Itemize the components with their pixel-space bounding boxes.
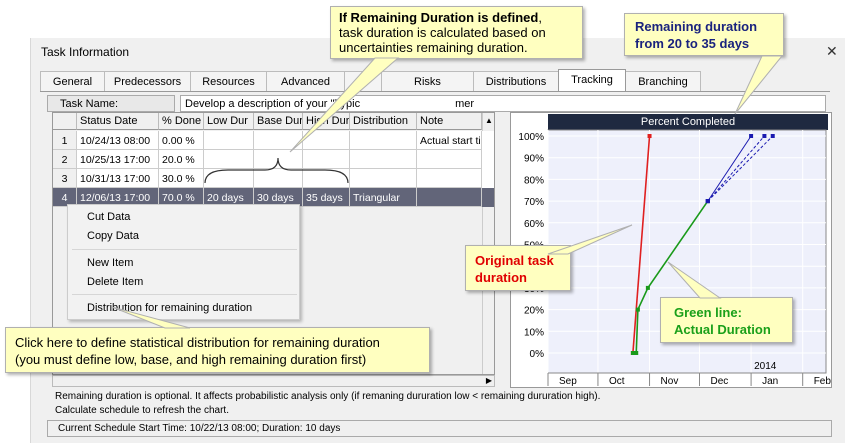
callout-green-line: Green line: Actual Duration <box>660 297 793 343</box>
series-line <box>707 135 752 202</box>
series-line <box>707 135 774 202</box>
col-header-status-date[interactable]: Status Date <box>77 113 159 130</box>
context-menu: Cut Data Copy Data New Item Delete Item … <box>67 204 300 320</box>
tab-tracking[interactable]: Tracking <box>558 69 626 91</box>
chart-title: Percent Completed <box>548 114 828 130</box>
tab-predecessors[interactable]: Predecessors <box>104 71 191 91</box>
grid-horizontal-scrollbar[interactable]: ▶ <box>52 375 495 387</box>
callout-original-line2: duration <box>475 270 527 285</box>
col-header-done[interactable]: % Done <box>159 113 204 130</box>
tab-divider <box>40 91 830 92</box>
table-row-selected[interactable]: 4 12/06/13 17:00 70.0 % 20 days 30 days … <box>53 188 494 207</box>
row-number: 3 <box>53 169 77 188</box>
cell-note[interactable] <box>417 188 482 207</box>
scroll-up-icon[interactable]: ▲ <box>485 116 493 125</box>
series-line <box>632 135 651 354</box>
cell-distribution[interactable]: Triangular <box>350 188 417 207</box>
callout-remaining-line3: uncertainties remaining duration. <box>339 40 528 55</box>
callout-green-line1: Green line: <box>674 305 742 320</box>
data-point <box>749 134 754 138</box>
col-header-note[interactable]: Note <box>417 113 482 130</box>
menu-item-cut-data[interactable]: Cut Data <box>87 211 131 223</box>
grid-corner <box>53 113 77 130</box>
callout-remaining-line2: task duration is calculated based on <box>339 25 546 40</box>
cell-high-dur[interactable] <box>303 169 350 188</box>
cell-note[interactable] <box>417 150 482 169</box>
row-number: 4 <box>53 188 77 207</box>
cell-distribution[interactable] <box>350 150 417 169</box>
x-tick-label: Feb <box>814 376 832 387</box>
cell-status-date[interactable]: 10/31/13 17:00 <box>77 169 159 188</box>
callout-click-line1: Click here to define statistical distrib… <box>15 335 380 350</box>
caption-line-1: Remaining duration is optional. It affec… <box>55 391 601 402</box>
callout-original-line1: Original task <box>475 253 554 268</box>
data-point <box>705 199 710 204</box>
callout-range-line2: from 20 to 35 days <box>635 36 750 51</box>
callout-range: Remaining duration from 20 to 35 days <box>624 13 784 56</box>
x-tick-label: Oct <box>609 376 625 387</box>
task-name-label: Task Name: <box>47 95 175 112</box>
y-tick-label: 70% <box>524 197 544 208</box>
series-line <box>707 135 765 202</box>
y-tick-label: 20% <box>524 306 544 317</box>
data-point <box>630 351 635 355</box>
status-bar: Current Schedule Start Time: 10/22/13 08… <box>47 420 832 437</box>
cell-status-date[interactable]: 10/25/13 17:00 <box>77 150 159 169</box>
x-tick-label: Dec <box>710 376 728 387</box>
x-tick-label: Nov <box>661 376 679 387</box>
cell-note[interactable] <box>417 169 482 188</box>
callout-green-line2: Actual Duration <box>674 322 771 337</box>
data-point <box>645 285 650 290</box>
data-point <box>634 351 639 355</box>
year-label: 2014 <box>754 361 777 372</box>
cell-done[interactable]: 0.00 % <box>159 131 204 150</box>
callout-click-line2: (you must define low, base, and high rem… <box>15 352 367 367</box>
cell-done[interactable]: 30.0 % <box>159 169 204 188</box>
x-tick-label: Jan <box>762 376 778 387</box>
tab-distributions[interactable]: Distributions <box>473 71 559 91</box>
y-tick-label: 10% <box>524 327 544 338</box>
cell-distribution[interactable] <box>350 169 417 188</box>
callout-range-line1: Remaining duration <box>635 19 758 34</box>
data-point <box>647 134 652 138</box>
data-point <box>762 134 767 138</box>
menu-separator <box>72 249 297 250</box>
cell-low-dur[interactable] <box>204 131 254 150</box>
callout-click-here: Click here to define statistical distrib… <box>5 327 430 373</box>
row-number: 2 <box>53 150 77 169</box>
cell-status-date[interactable]: 10/24/13 08:00 <box>77 131 159 150</box>
y-tick-label: 60% <box>524 219 544 230</box>
dialog-title: Task Information <box>41 45 130 59</box>
cell-done[interactable]: 20.0 % <box>159 150 204 169</box>
cell-note[interactable]: Actual start time <box>417 131 482 150</box>
menu-separator <box>72 294 297 295</box>
table-row[interactable]: 3 10/31/13 17:00 30.0 % <box>53 169 494 188</box>
tab-general[interactable]: General <box>40 71 105 91</box>
caption-line-2: Calculate schedule to refresh the chart. <box>55 405 229 416</box>
menu-item-delete-item[interactable]: Delete Item <box>87 276 144 288</box>
scroll-right-icon[interactable]: ▶ <box>485 376 492 385</box>
data-point <box>635 307 640 312</box>
y-tick-label: 80% <box>524 175 544 186</box>
callout-original-duration: Original task duration <box>465 245 571 291</box>
y-tick-label: 0% <box>530 349 545 360</box>
x-tick-label: Sep <box>559 376 577 387</box>
y-tick-label: 100% <box>518 132 544 143</box>
menu-item-new-item[interactable]: New Item <box>87 257 134 269</box>
col-header-low-dur[interactable]: Low Dur <box>204 113 254 130</box>
data-point <box>770 134 775 138</box>
callout-remaining-duration: If Remaining Duration is defined, task d… <box>330 6 583 59</box>
tab-risks[interactable]: Risks <box>381 71 474 91</box>
row-number: 1 <box>53 131 77 150</box>
y-tick-label: 90% <box>524 154 544 165</box>
close-icon[interactable]: ✕ <box>826 43 838 59</box>
callout-remaining-comma: , <box>538 10 542 25</box>
callout-remaining-bold: If Remaining Duration is defined <box>339 10 539 25</box>
menu-item-copy-data[interactable]: Copy Data <box>87 230 139 242</box>
task-name-value-tail: mer <box>455 98 475 110</box>
cell-high-dur[interactable]: 35 days <box>303 188 350 207</box>
tab-resources[interactable]: Resources <box>190 71 267 91</box>
